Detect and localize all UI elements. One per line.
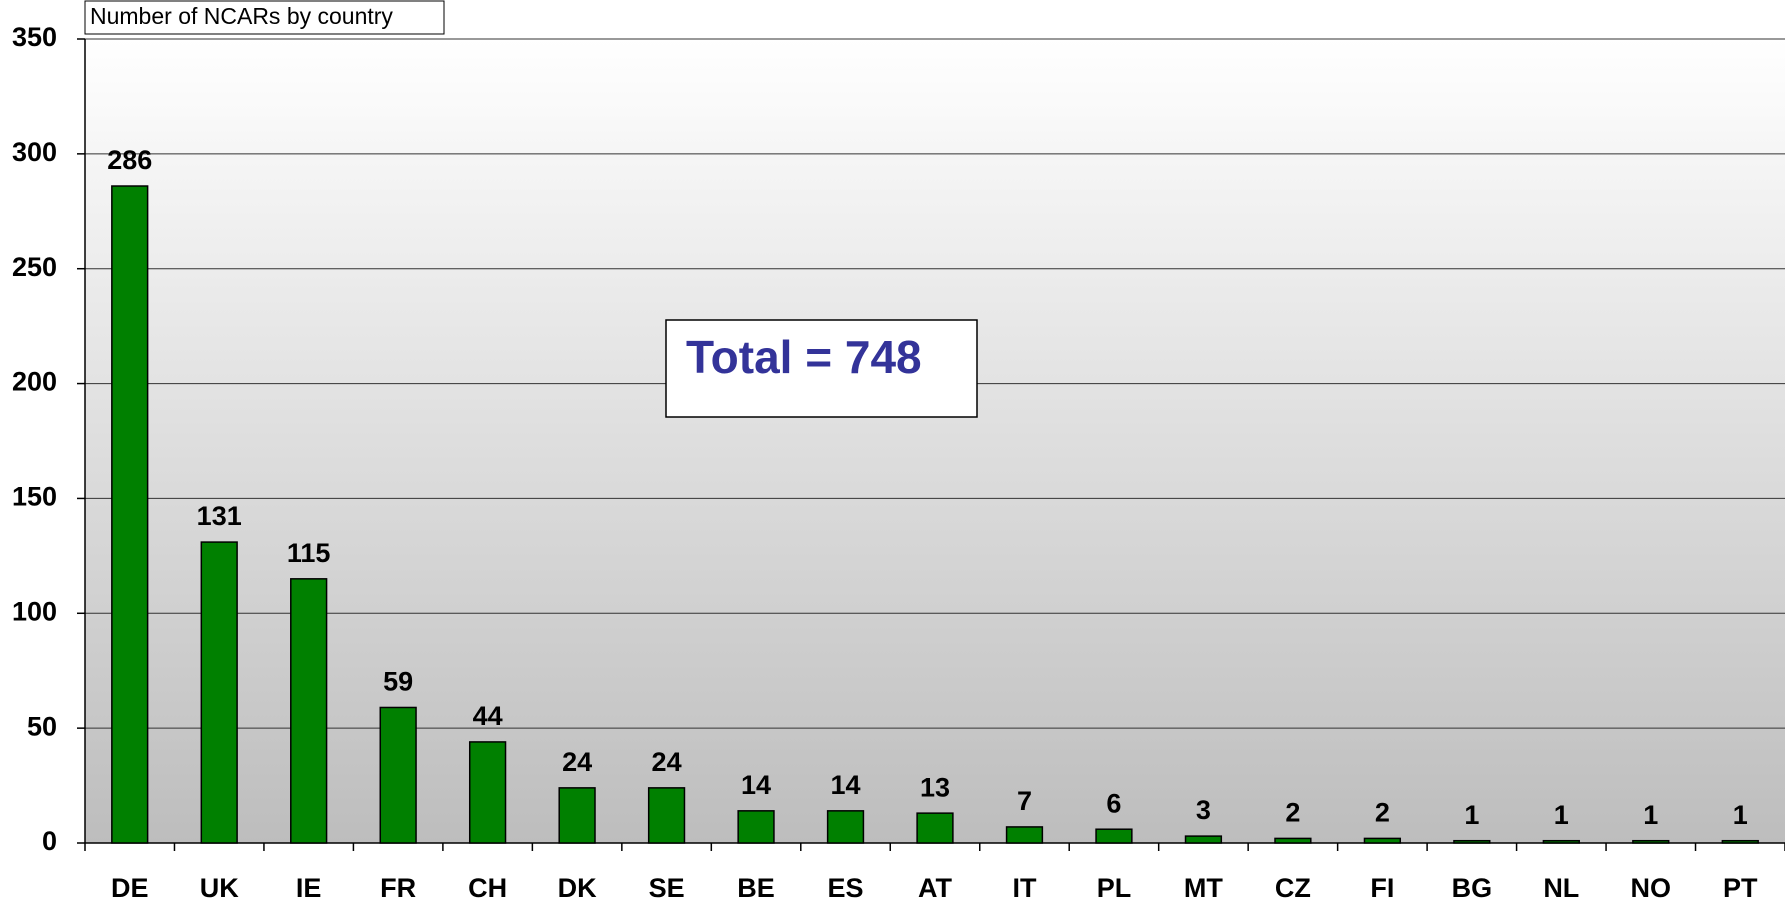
value-label: 24 [562,747,592,777]
x-tick-label: IE [296,873,322,903]
y-tick-label: 150 [12,482,57,512]
x-tick-label: PT [1723,873,1758,903]
annotation: Total = 748 [686,331,922,383]
value-label: 3 [1196,795,1211,825]
bar [1721,839,1759,844]
bar [290,578,328,844]
bar [1363,837,1402,844]
x-tick-label: UK [200,873,239,903]
bar [826,810,865,844]
x-tick-label: NO [1631,873,1672,903]
bar [558,787,596,844]
bar [379,706,417,844]
value-label: 24 [652,747,682,777]
value-label: 59 [383,667,413,697]
y-tick-label: 0 [42,826,57,856]
bar [737,810,775,844]
value-label: 1 [1464,800,1479,830]
x-tick-label: CH [468,873,507,903]
bar [1274,837,1312,844]
y-tick-label: 350 [12,22,57,52]
x-tick-label: FI [1370,873,1394,903]
x-tick-label: PL [1097,873,1132,903]
title-box [84,0,445,35]
bar [916,812,954,844]
value-label: 1 [1733,800,1748,830]
value-label: 2 [1375,798,1390,828]
value-label: 115 [287,538,331,568]
y-tick-label: 200 [12,367,57,397]
x-tick-label: ES [828,873,864,903]
bar [1005,826,1044,844]
y-tick-label: 250 [12,252,57,282]
value-label: 286 [107,145,152,175]
value-label: 6 [1106,788,1121,818]
x-tick-label: IT [1012,873,1037,903]
value-label: 7 [1017,786,1032,816]
x-tick-label: NL [1543,873,1579,903]
x-tick-label: BE [737,873,775,903]
bar [1542,839,1580,844]
y-tick-label: 300 [12,137,57,167]
y-tick-label: 100 [12,596,57,626]
x-tick-label: MT [1184,873,1223,903]
x-tick-label: BG [1452,873,1493,903]
bar [1095,828,1133,844]
value-label: 13 [920,772,950,802]
x-tick-label: SE [649,873,685,903]
value-label: 2 [1285,798,1300,828]
bar [111,185,149,844]
value-label: 1 [1554,800,1569,830]
annotation-box [665,319,978,418]
y-tick-label: 50 [27,711,57,741]
bar [1184,835,1223,844]
value-label: 1 [1643,800,1658,830]
x-tick-label: FR [380,873,416,903]
value-label: 14 [831,770,861,800]
bar [1453,839,1491,844]
chart-title: Number of NCARs by country [90,3,393,29]
x-tick-label: CZ [1275,873,1311,903]
bar [647,787,686,844]
x-tick-label: DE [111,873,149,903]
bar [200,541,238,844]
bar [1632,839,1670,844]
x-tick-label: DK [558,873,597,903]
plot-area [85,39,1785,843]
bar [468,741,507,844]
value-label: 131 [197,501,242,531]
value-label: 14 [741,770,771,800]
value-label: 44 [473,701,503,731]
x-tick-label: AT [918,873,952,903]
